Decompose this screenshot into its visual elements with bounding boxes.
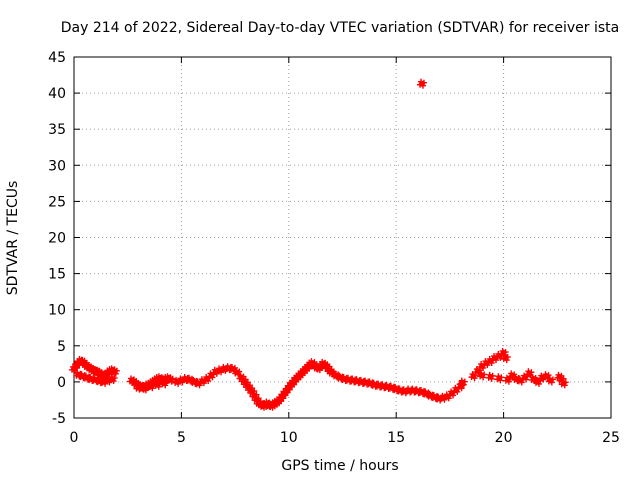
y-tick-label: 25: [48, 194, 66, 210]
data-point: [139, 383, 150, 394]
y-tick-label: 0: [57, 375, 66, 391]
y-tick-label: 40: [48, 86, 66, 102]
x-axis-label: GPS time / hours: [281, 458, 398, 474]
data-point: [152, 379, 163, 390]
data-point: [498, 348, 509, 359]
data-point: [165, 374, 176, 385]
x-tick-label: 0: [70, 430, 79, 446]
data-point: [416, 78, 427, 89]
y-tick-label: 35: [48, 122, 66, 138]
y-tick-label: 20: [48, 231, 66, 247]
y-tick-label: 10: [48, 303, 66, 319]
data-point: [528, 374, 539, 385]
x-tick-label: 5: [177, 430, 186, 446]
chart-title: Day 214 of 2022, Sidereal Day-to-day VTE…: [61, 20, 619, 36]
data-point: [232, 367, 243, 378]
data-point: [500, 353, 511, 364]
x-tick-label: 15: [387, 430, 405, 446]
data-point: [107, 374, 118, 385]
data-point: [545, 375, 556, 386]
data-point: [558, 378, 569, 389]
data-point: [494, 373, 505, 384]
y-tick-label: 30: [48, 158, 66, 174]
data-point: [532, 376, 543, 387]
y-tick-label: 15: [48, 267, 66, 283]
y-tick-label: 5: [57, 339, 66, 355]
x-tick-label: 25: [602, 430, 620, 446]
x-tick-label: 20: [495, 430, 513, 446]
data-point: [109, 366, 120, 377]
y-tick-label: -5: [52, 411, 66, 427]
data-point: [240, 378, 251, 389]
grid-lines: [74, 57, 611, 418]
y-tick-label: 45: [48, 50, 66, 66]
data-points: [69, 78, 569, 411]
data-point: [485, 371, 496, 382]
data-point: [159, 378, 170, 389]
data-point: [457, 377, 468, 388]
data-point: [524, 368, 535, 379]
y-axis-label: SDTVAR / TECUs: [5, 181, 21, 296]
data-point: [477, 370, 488, 381]
x-tick-label: 10: [280, 430, 298, 446]
